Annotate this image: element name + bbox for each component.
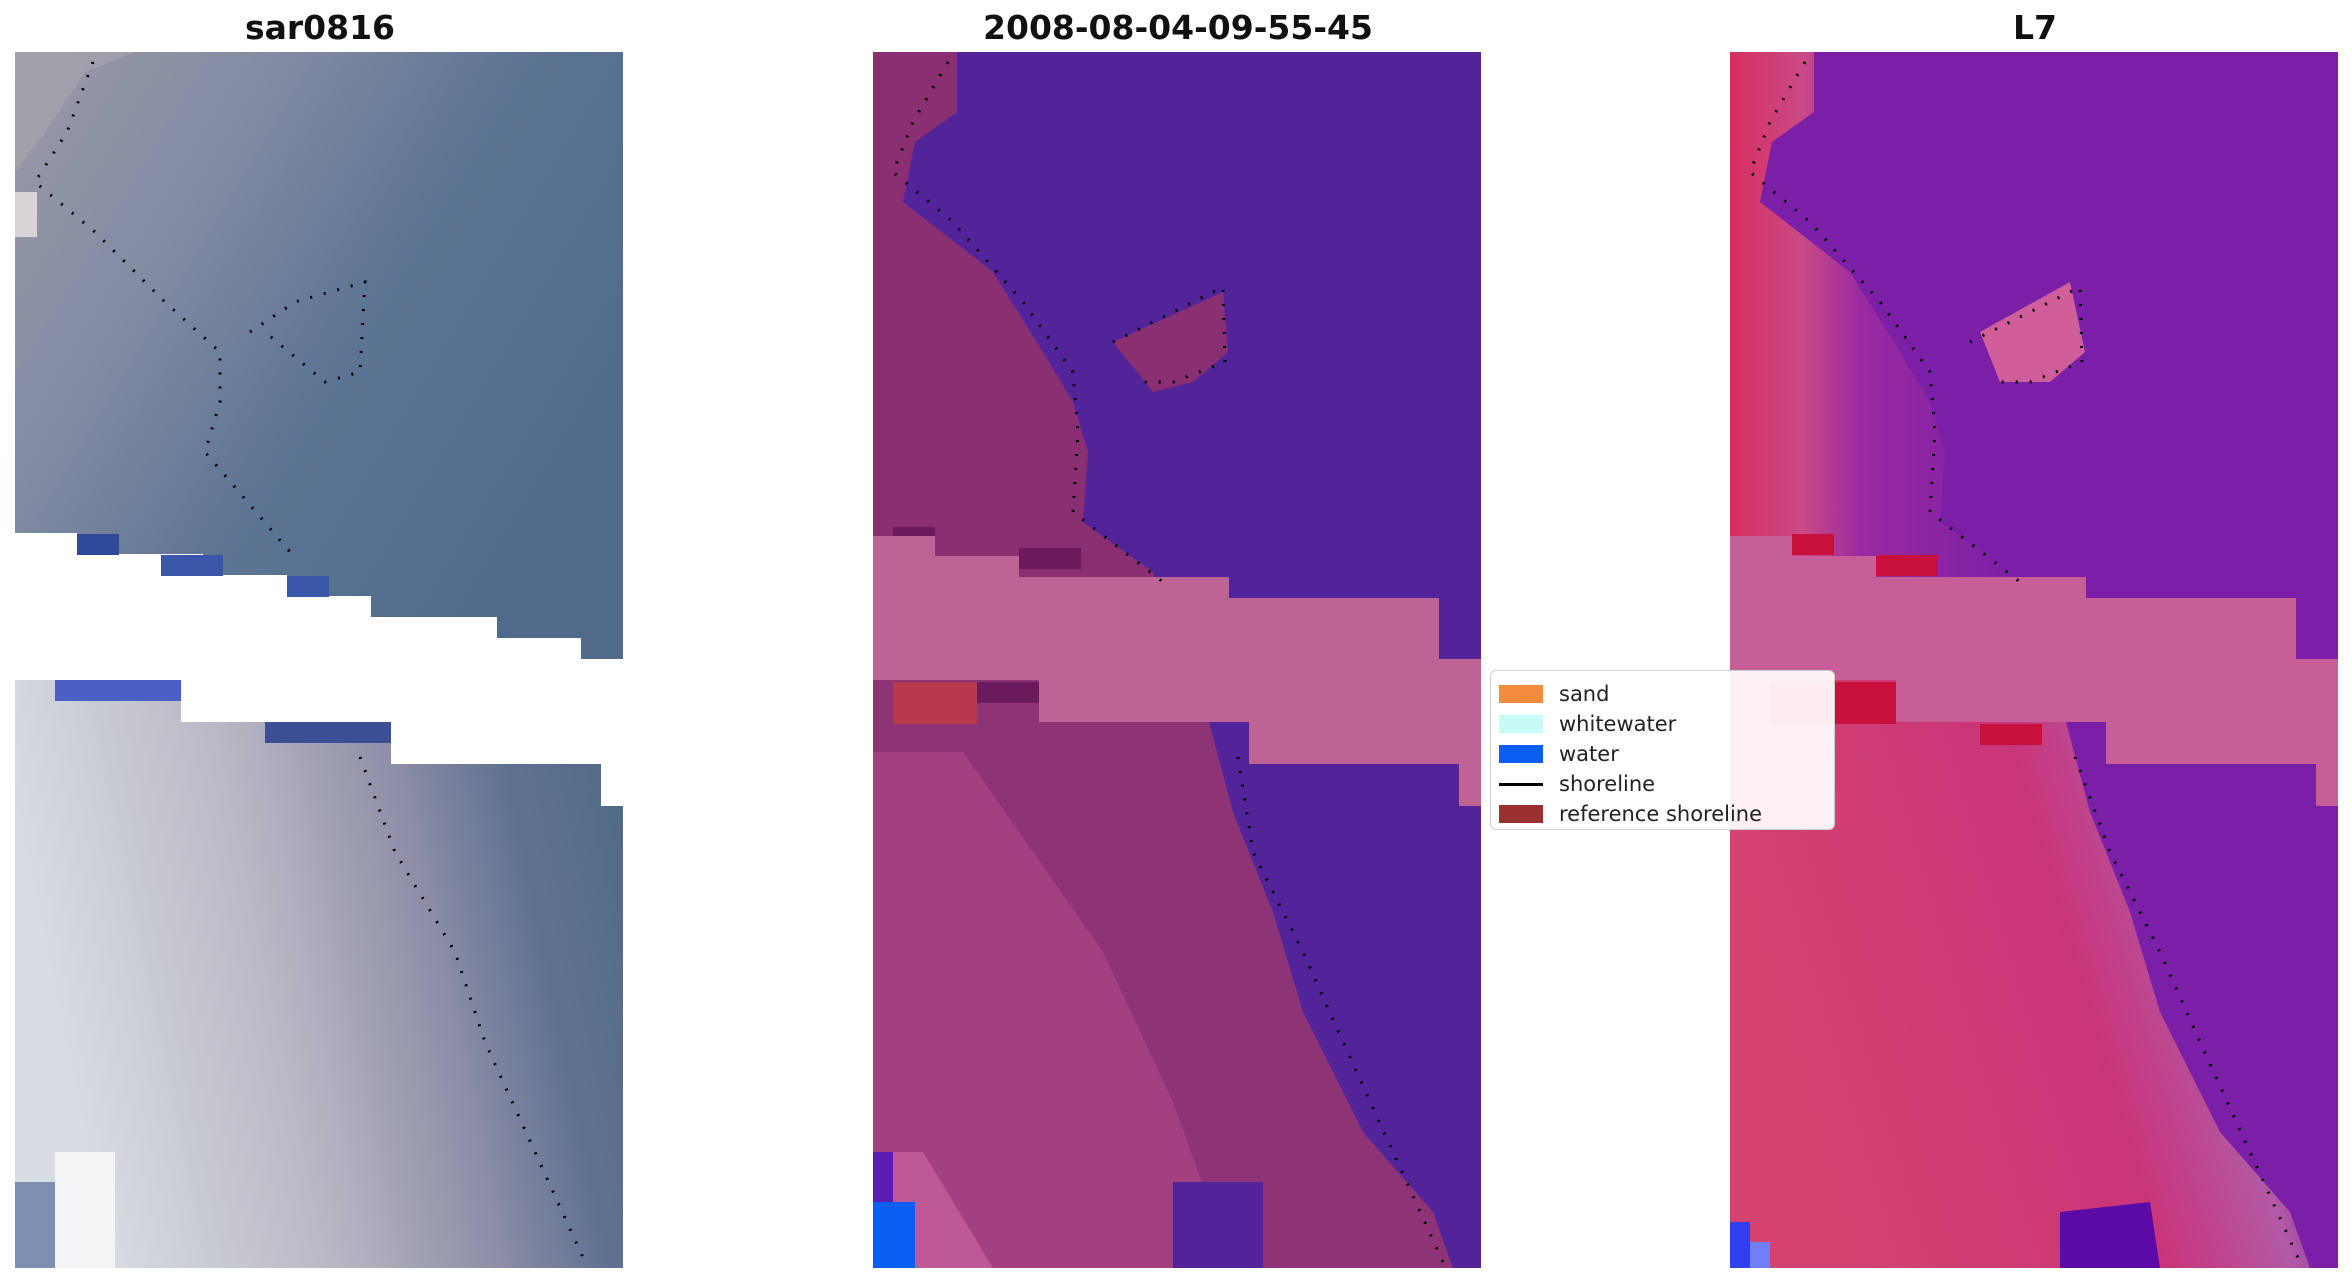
rgb-shoreline-dots (33, 61, 587, 1263)
legend-item-shoreline: shoreline (1499, 769, 1834, 799)
rgb-image-panel (15, 52, 623, 1268)
legend-item-reference-shoreline: reference shoreline (1499, 799, 1834, 829)
legend-label: whitewater (1559, 712, 1677, 736)
l7-shoreline-dots (1748, 61, 2302, 1263)
whitewater-swatch (1499, 715, 1543, 733)
legend-label: reference shoreline (1559, 802, 1763, 826)
panel-title-right: L7 (2013, 8, 2057, 47)
rgb-bottom-tile (15, 680, 623, 1268)
panel-title-middle: 2008-08-04-09-55-45 (983, 8, 1373, 47)
reference-shoreline-swatch (1499, 805, 1543, 823)
shoreline-swatch (1499, 782, 1543, 786)
legend-item-whitewater: whitewater (1499, 709, 1834, 739)
class-stripe (873, 536, 1481, 806)
panel-title-left: sar0816 (244, 8, 396, 47)
l7-land-bottom (1730, 680, 2310, 1268)
legend-item-sand: sand (1499, 679, 1834, 709)
sand-swatch (1499, 685, 1543, 703)
rgb-top-tile (15, 52, 623, 659)
classification-panel (873, 52, 1481, 1268)
legend-item-water: water (1499, 739, 1834, 769)
l7-stripe (1730, 536, 2338, 806)
legend-label: water (1559, 742, 1619, 766)
l7-panel (1730, 52, 2338, 1268)
legend: sand whitewater water shoreline referenc… (1490, 670, 1835, 830)
legend-label: shoreline (1559, 772, 1656, 796)
l7-land-top (1730, 52, 2020, 612)
class-land-top (873, 52, 1163, 612)
water-swatch (1499, 745, 1543, 763)
legend-label: sand (1559, 682, 1610, 706)
